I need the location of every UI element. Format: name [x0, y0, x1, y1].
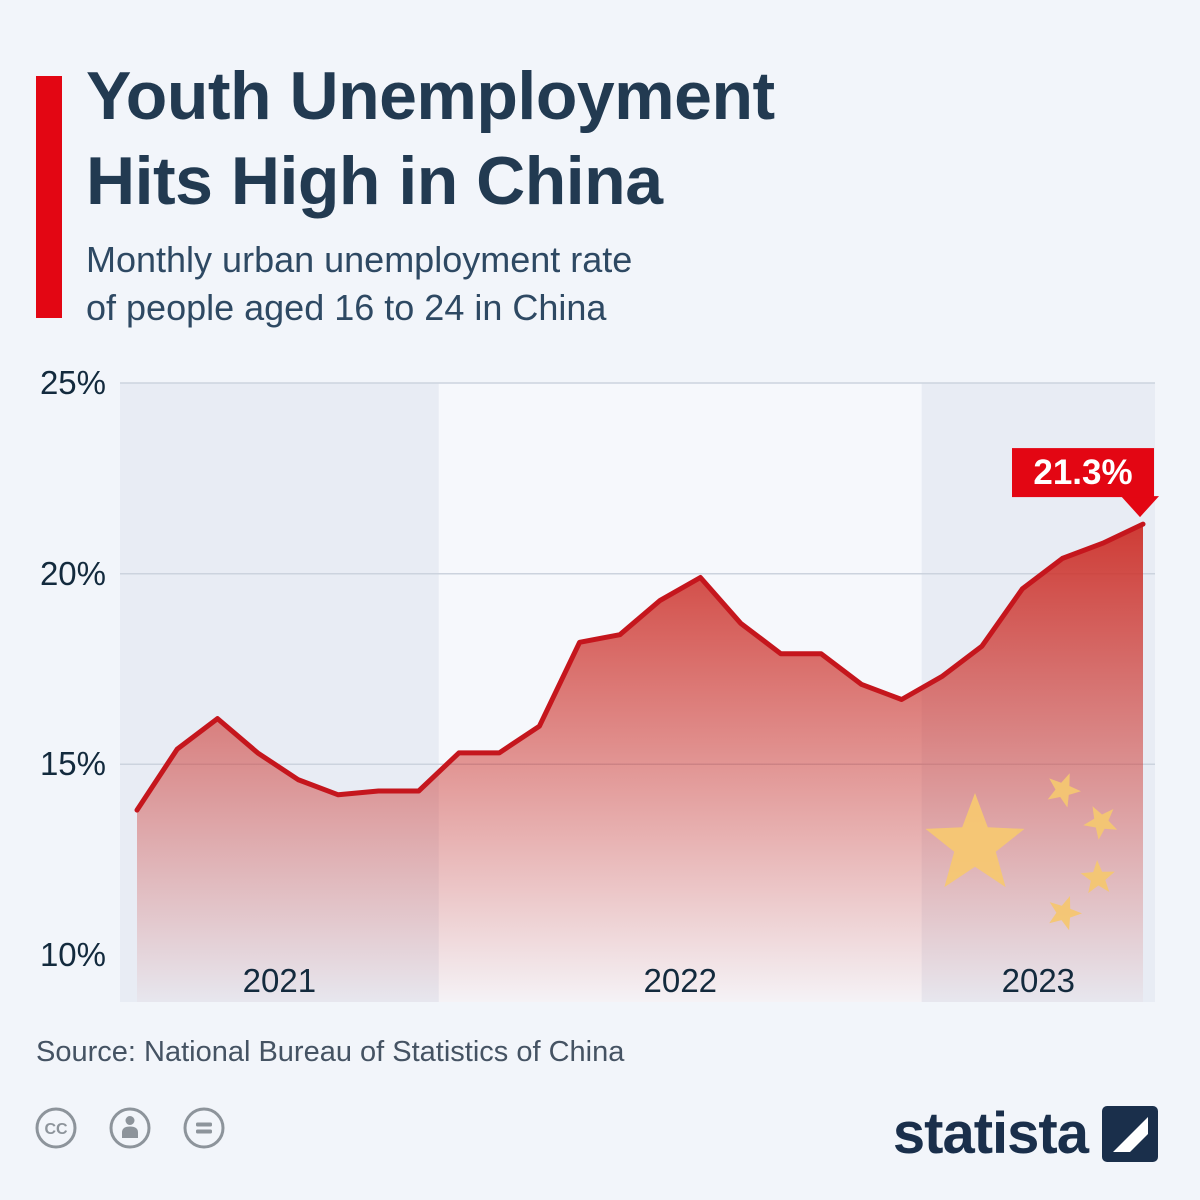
statista-wordmark: statista [892, 1101, 1089, 1166]
statista-brand: statista [893, 1100, 1158, 1167]
cc-glyph: CC [44, 1121, 68, 1138]
unemployment-area-chart: 21.3% 2021 2022 2023 25% 20% 15% 10% [0, 364, 1200, 1030]
callout-value: 21.3% [1033, 453, 1132, 492]
y-tick-25: 25% [39, 364, 106, 401]
y-tick-10: 10% [39, 936, 106, 973]
chart-subtitle: Monthly urban unemployment rate of peopl… [86, 236, 632, 331]
license-icons: CC [34, 1106, 226, 1150]
cc-equals-icon [183, 1107, 225, 1149]
y-tick-15: 15% [39, 745, 106, 783]
subtitle-line-1: Monthly urban unemployment rate [86, 239, 633, 280]
statista-logo-mark [1102, 1105, 1158, 1162]
x-tick-2023: 2023 [1001, 962, 1076, 999]
area-fill [137, 524, 1143, 1002]
source-note: Source: National Bureau of Statistics of… [36, 1036, 625, 1068]
cc-attribution-icon [109, 1107, 151, 1149]
x-tick-2022: 2022 [643, 962, 717, 999]
china-flag-stars-icon [925, 773, 1118, 931]
title-accent-bar [36, 76, 62, 318]
value-callout: 21.3% [1012, 448, 1159, 518]
title-line-1: Youth Unemployment [86, 58, 775, 134]
cc-license-icon: CC [35, 1107, 77, 1149]
y-tick-20: 20% [39, 554, 106, 592]
chart-svg: 21.3% [120, 382, 1159, 1002]
title-line-2: Hits High in China [86, 143, 663, 219]
trend-line [134, 521, 1146, 813]
page-title: Youth Unemployment Hits High in China [86, 54, 775, 224]
x-tick-2021: 2021 [242, 962, 317, 999]
subtitle-line-2: of people aged 16 to 24 in China [86, 286, 607, 328]
